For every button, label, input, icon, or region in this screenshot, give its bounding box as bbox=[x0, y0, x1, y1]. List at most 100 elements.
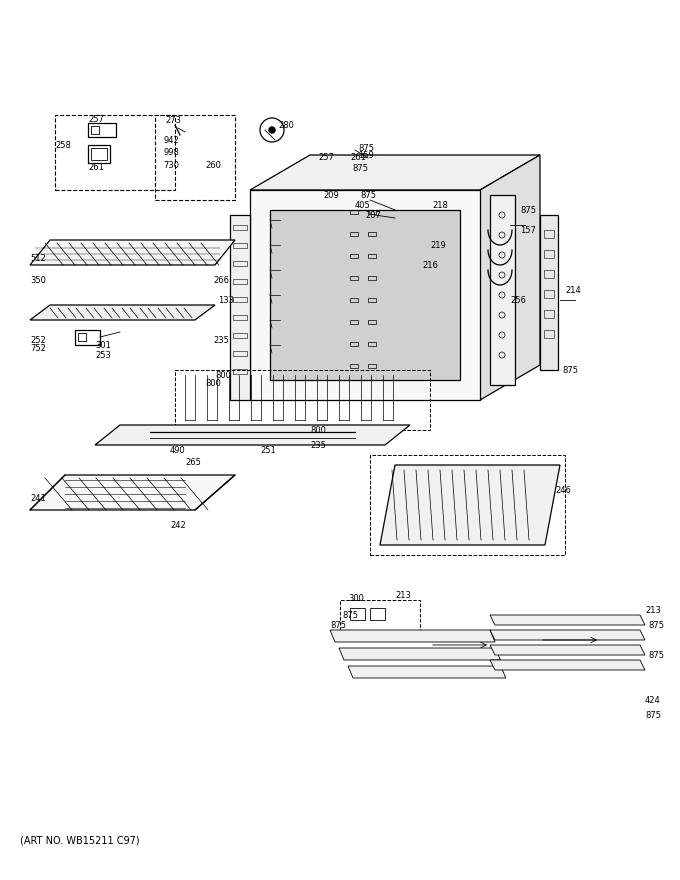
Text: 159: 159 bbox=[358, 150, 374, 159]
Polygon shape bbox=[30, 240, 235, 265]
Bar bbox=[368, 276, 376, 280]
Text: 257: 257 bbox=[88, 114, 104, 123]
Text: 265: 265 bbox=[185, 458, 201, 466]
Bar bbox=[91, 148, 107, 160]
Text: 875: 875 bbox=[645, 710, 661, 720]
Text: 875: 875 bbox=[360, 190, 376, 200]
Text: 261: 261 bbox=[88, 163, 104, 172]
Bar bbox=[370, 455, 565, 555]
Bar bbox=[355, 162, 375, 180]
Text: 213: 213 bbox=[395, 590, 411, 599]
Bar bbox=[544, 270, 554, 278]
Circle shape bbox=[269, 127, 275, 133]
Bar bbox=[323, 165, 333, 177]
Bar bbox=[91, 126, 99, 134]
Bar bbox=[350, 364, 358, 368]
Text: 207: 207 bbox=[365, 210, 381, 219]
Text: 800: 800 bbox=[310, 426, 326, 435]
Text: 998: 998 bbox=[163, 148, 179, 157]
Text: 133: 133 bbox=[218, 296, 234, 304]
Bar bbox=[233, 351, 247, 356]
Bar bbox=[310, 155, 385, 210]
Text: 242: 242 bbox=[170, 520, 186, 530]
Text: 875: 875 bbox=[358, 143, 374, 152]
Bar bbox=[233, 225, 247, 230]
Polygon shape bbox=[348, 666, 506, 678]
Bar bbox=[88, 145, 110, 163]
Bar bbox=[75, 330, 100, 345]
Polygon shape bbox=[490, 630, 645, 640]
Bar bbox=[350, 320, 358, 324]
Text: 424: 424 bbox=[645, 695, 661, 705]
Polygon shape bbox=[480, 155, 540, 400]
Text: 300: 300 bbox=[348, 593, 364, 603]
Text: 235: 235 bbox=[310, 441, 326, 450]
Polygon shape bbox=[95, 425, 410, 445]
Text: 261: 261 bbox=[350, 152, 366, 162]
Text: 512: 512 bbox=[30, 253, 46, 262]
Text: 273: 273 bbox=[165, 115, 181, 124]
Bar bbox=[350, 254, 358, 258]
Text: 350: 350 bbox=[30, 275, 46, 284]
Text: 253: 253 bbox=[95, 350, 111, 360]
Bar bbox=[368, 320, 376, 324]
Bar bbox=[544, 290, 554, 298]
Text: 216: 216 bbox=[422, 260, 438, 269]
Polygon shape bbox=[339, 648, 500, 660]
Bar bbox=[175, 370, 430, 430]
Bar bbox=[233, 297, 247, 302]
Bar bbox=[233, 315, 247, 320]
Text: 301: 301 bbox=[95, 341, 111, 349]
Text: 752: 752 bbox=[30, 343, 46, 353]
Bar bbox=[350, 276, 358, 280]
Text: 241: 241 bbox=[30, 494, 46, 502]
Bar bbox=[544, 310, 554, 318]
Text: 209: 209 bbox=[323, 190, 339, 200]
Polygon shape bbox=[30, 305, 215, 320]
Text: 266: 266 bbox=[213, 275, 229, 284]
Text: 219: 219 bbox=[430, 240, 446, 250]
Text: 213: 213 bbox=[645, 605, 661, 614]
Polygon shape bbox=[250, 155, 540, 190]
Text: 875: 875 bbox=[648, 650, 664, 659]
Polygon shape bbox=[490, 660, 645, 670]
Bar bbox=[368, 364, 376, 368]
Text: 875: 875 bbox=[648, 620, 664, 629]
Bar bbox=[233, 261, 247, 266]
Bar bbox=[320, 162, 350, 180]
Bar bbox=[368, 342, 376, 346]
Bar bbox=[544, 230, 554, 238]
Bar bbox=[78, 333, 86, 341]
Text: 260: 260 bbox=[205, 160, 221, 170]
Bar bbox=[350, 298, 358, 302]
Bar bbox=[55, 115, 175, 190]
Bar bbox=[540, 215, 558, 370]
Text: 258: 258 bbox=[55, 141, 71, 150]
Polygon shape bbox=[380, 465, 560, 545]
Text: 257: 257 bbox=[318, 152, 334, 162]
Text: 235: 235 bbox=[213, 335, 229, 344]
Bar bbox=[350, 342, 358, 346]
Text: 875: 875 bbox=[330, 620, 346, 629]
Bar bbox=[233, 279, 247, 284]
Text: 800: 800 bbox=[205, 378, 221, 387]
Bar bbox=[270, 210, 460, 380]
Text: 280: 280 bbox=[278, 121, 294, 129]
Bar bbox=[370, 608, 385, 620]
Text: 251: 251 bbox=[260, 445, 276, 454]
Polygon shape bbox=[490, 645, 645, 655]
Text: 252: 252 bbox=[30, 335, 46, 344]
Text: 256: 256 bbox=[510, 296, 526, 304]
Bar bbox=[490, 195, 515, 385]
Text: 490: 490 bbox=[170, 445, 186, 454]
Text: 157: 157 bbox=[520, 225, 536, 234]
Text: 730: 730 bbox=[163, 160, 179, 170]
Bar bbox=[350, 210, 358, 214]
Text: 875: 875 bbox=[352, 164, 368, 172]
Text: (ART NO. WB15211 C97): (ART NO. WB15211 C97) bbox=[20, 835, 139, 845]
Bar bbox=[233, 369, 247, 374]
Text: 214: 214 bbox=[565, 285, 581, 295]
Text: 246: 246 bbox=[555, 486, 571, 495]
Polygon shape bbox=[30, 475, 235, 510]
Text: 875: 875 bbox=[342, 611, 358, 620]
